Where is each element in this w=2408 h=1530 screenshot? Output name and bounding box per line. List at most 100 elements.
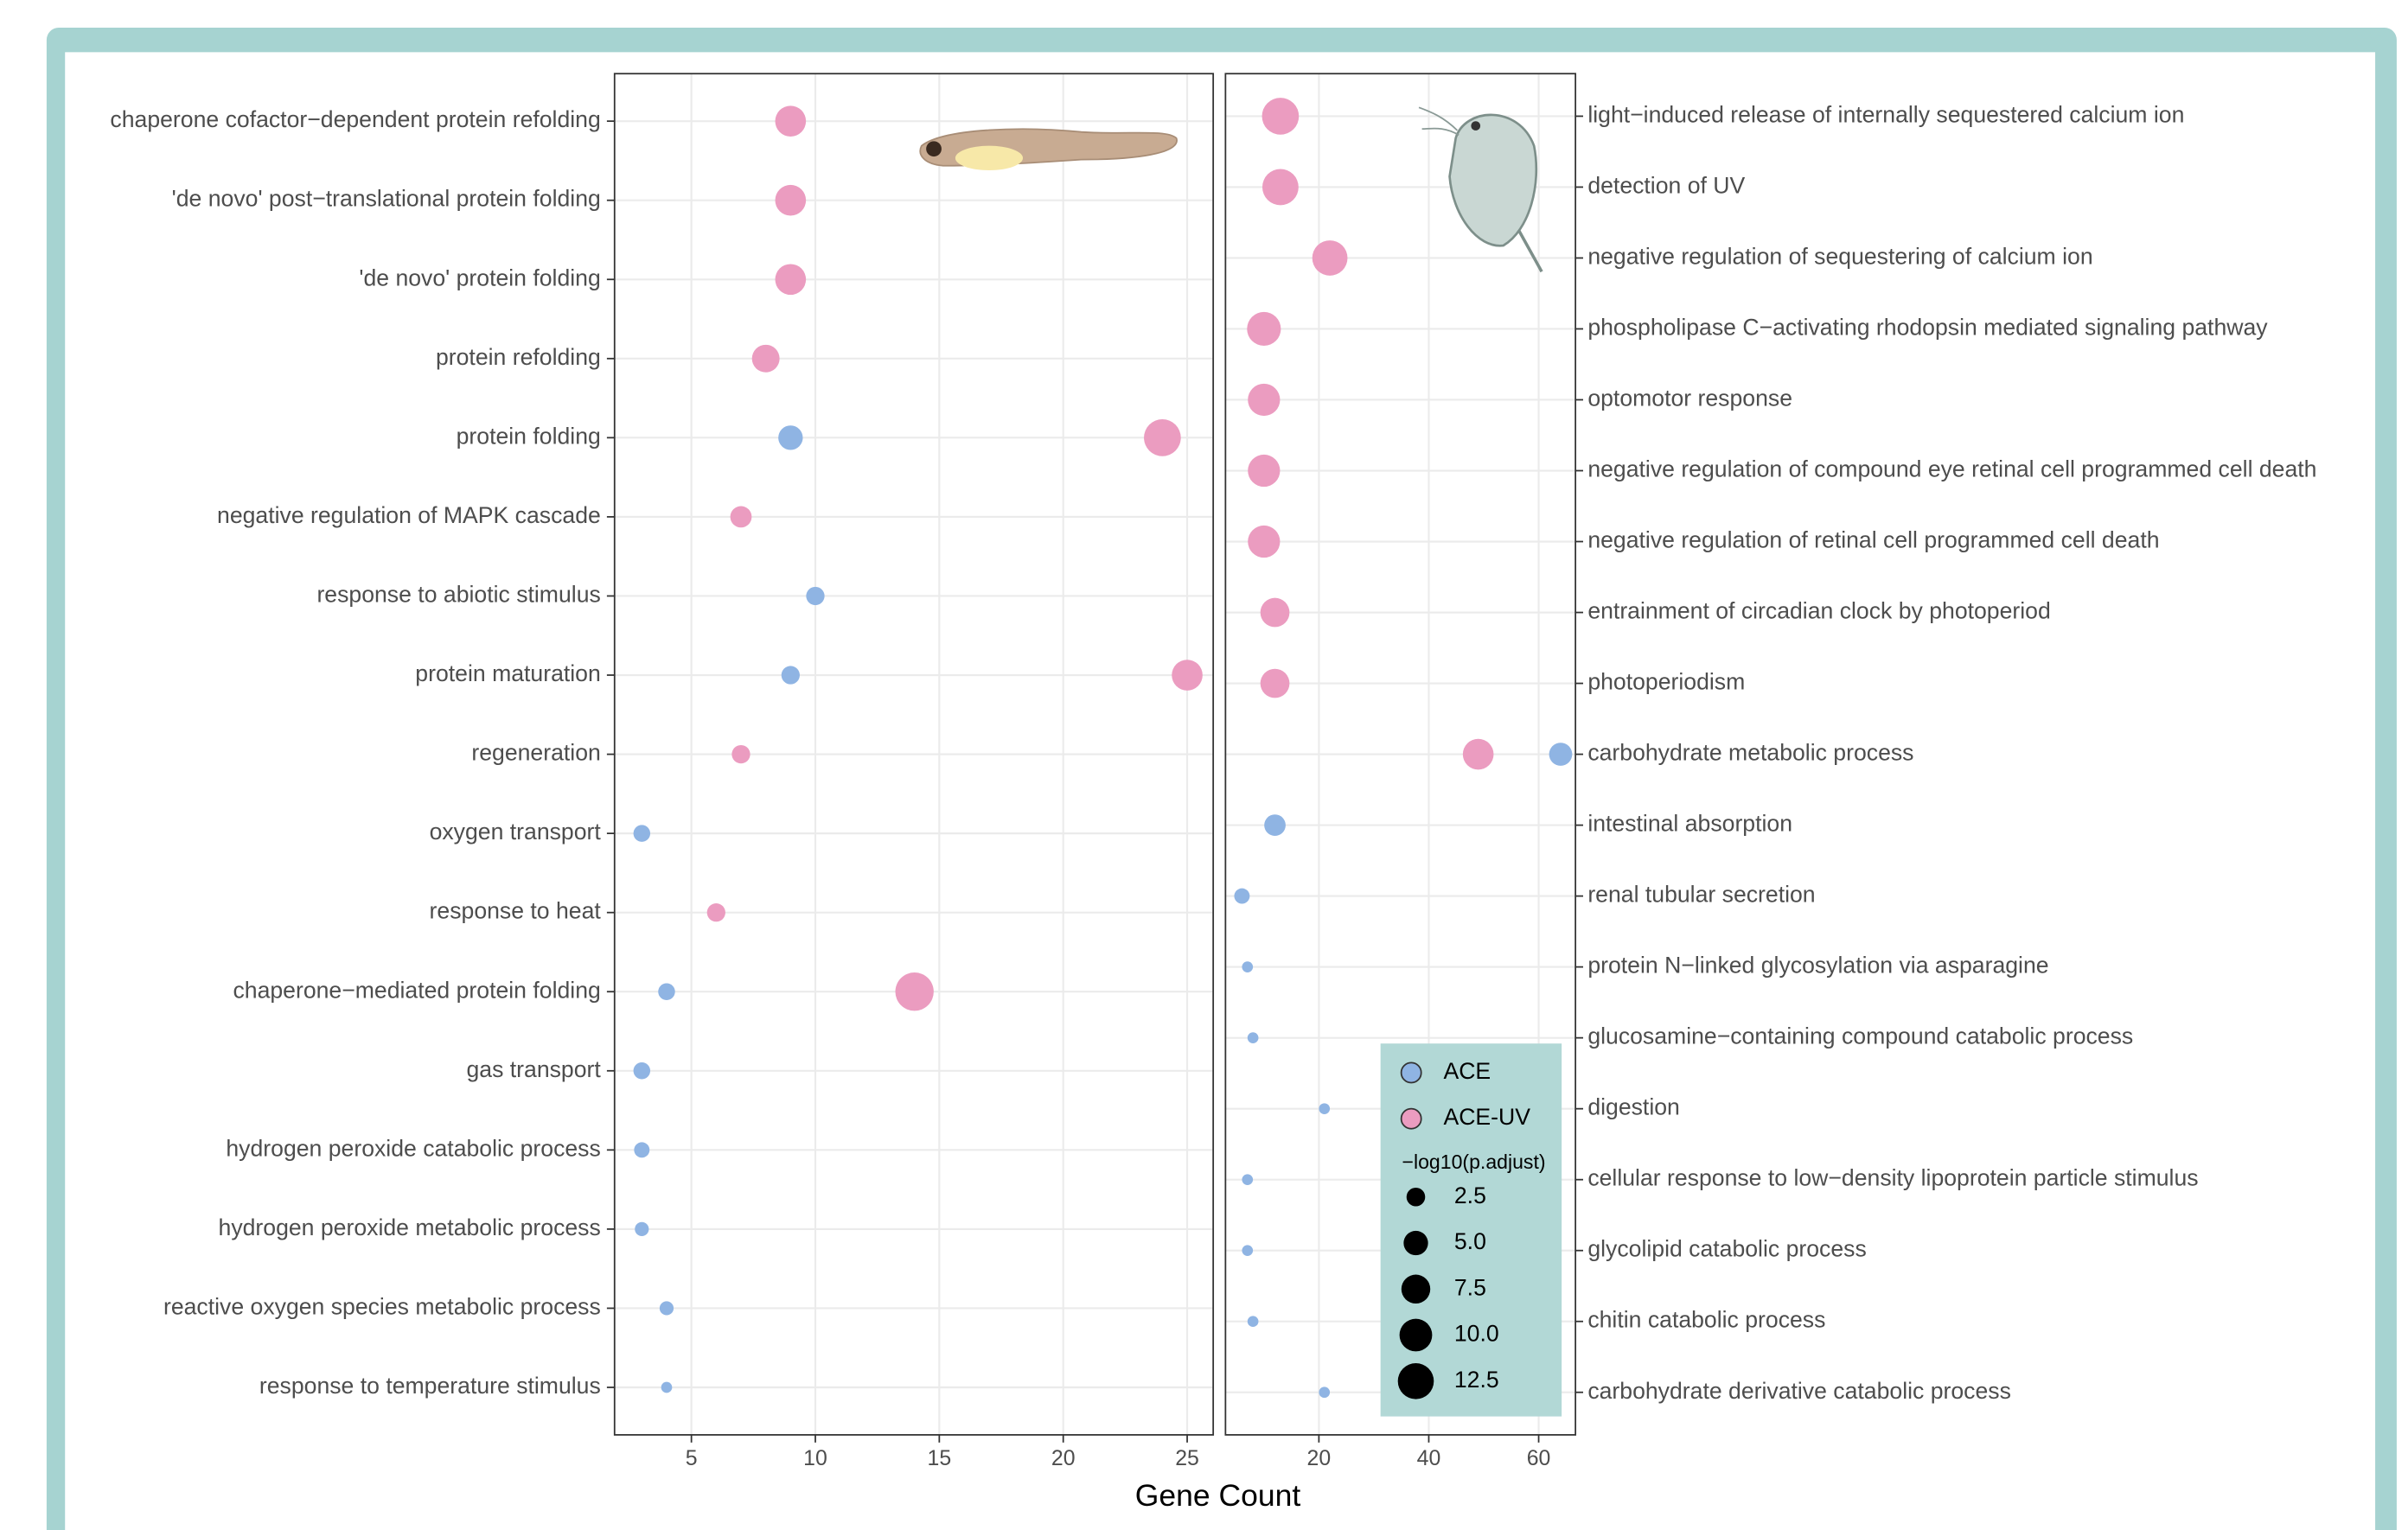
dot [1248, 526, 1280, 558]
y-tick-label: light−induced release of internally sequ… [1587, 101, 2184, 127]
size-legend-dot [1407, 1188, 1426, 1207]
dot [1264, 814, 1286, 836]
y-tick-label: optomotor response [1587, 386, 1792, 411]
y-tick-label: regeneration [471, 740, 600, 766]
y-tick-label: 'de novo' protein folding [359, 265, 600, 290]
dot [1319, 1387, 1330, 1398]
dot [1313, 240, 1348, 276]
dot [634, 825, 650, 841]
size-legend-label: 10.0 [1454, 1321, 1499, 1347]
dot [635, 1222, 648, 1236]
dot [658, 983, 674, 999]
y-tick-label: negative regulation of MAPK cascade [217, 502, 601, 528]
size-legend-dot [1400, 1319, 1433, 1352]
dot [1262, 98, 1300, 135]
y-tick-label: detection of UV [1587, 172, 1745, 198]
y-tick-label: glycolipid catabolic process [1587, 1236, 1866, 1262]
dot [660, 1301, 674, 1315]
x-tick-label: 40 [1417, 1447, 1441, 1470]
dot [1549, 743, 1573, 766]
y-tick-label: reactive oxygen species metabolic proces… [163, 1293, 601, 1319]
dot [661, 1382, 673, 1393]
x-tick-label: 60 [1527, 1447, 1551, 1470]
dot [731, 507, 752, 528]
dot [1172, 660, 1203, 691]
dot [731, 745, 750, 763]
dot [1144, 419, 1181, 456]
y-tick-label: carbohydrate metabolic process [1587, 740, 1913, 766]
y-tick-label: intestinal absorption [1587, 811, 1792, 837]
y-tick-label: hydrogen peroxide catabolic process [226, 1135, 600, 1161]
dot [1248, 455, 1280, 487]
dot [634, 1062, 650, 1079]
y-tick-label: response to temperature stimulus [259, 1373, 601, 1399]
page: {"chart_data": [ {"type": "dot", "catego… [0, 0, 2408, 1530]
y-tick-label: chitin catabolic process [1587, 1307, 1825, 1333]
y-tick-label: renal tubular secretion [1587, 882, 1815, 908]
y-tick-label: response to heat [430, 898, 602, 924]
size-legend-label: 7.5 [1454, 1274, 1486, 1300]
dot [1261, 598, 1290, 628]
y-tick-label: protein refolding [436, 344, 601, 370]
dot [1248, 1316, 1259, 1327]
x-tick-label: 25 [1175, 1447, 1199, 1470]
y-tick-label: hydrogen peroxide metabolic process [219, 1214, 601, 1240]
y-tick-label: protein folding [457, 423, 601, 449]
dot [752, 345, 780, 373]
dot [1463, 739, 1494, 770]
legend-label: ACE-UV [1443, 1104, 1530, 1130]
y-tick-label: chaperone cofactor−dependent protein ref… [110, 106, 600, 132]
dot [776, 105, 807, 137]
y-tick-label: photoperiodism [1587, 669, 1745, 695]
dot [806, 587, 824, 605]
y-tick-label: chaperone−mediated protein folding [233, 977, 600, 1003]
size-legend-dot [1402, 1275, 1430, 1304]
chart: 510152025chaperone cofactor−dependent pr… [0, 0, 2408, 1530]
dot [1261, 669, 1290, 698]
y-tick-label: gas transport [466, 1056, 601, 1082]
dot [707, 903, 725, 921]
dot [634, 1142, 649, 1157]
y-tick-label: entrainment of circadian clock by photop… [1587, 598, 2050, 624]
y-tick-label: negative regulation of retinal cell prog… [1587, 527, 2159, 553]
y-tick-label: negative regulation of compound eye reti… [1587, 456, 2316, 482]
y-tick-label: protein N−linked glycosylation via aspar… [1587, 953, 2048, 979]
y-tick-label: digestion [1587, 1094, 1680, 1120]
size-legend-label: 12.5 [1454, 1367, 1499, 1393]
y-tick-label: negative regulation of sequestering of c… [1587, 243, 2092, 269]
dot [1248, 1032, 1259, 1043]
dot [776, 185, 807, 216]
legend-swatch [1402, 1062, 1421, 1082]
y-tick-label: response to abiotic stimulus [316, 581, 600, 607]
size-legend-label: 5.0 [1454, 1228, 1486, 1254]
dot [896, 972, 934, 1010]
y-tick-label: cellular response to low−density lipopro… [1587, 1165, 2198, 1191]
y-tick-label: oxygen transport [430, 819, 602, 845]
dot [1234, 889, 1249, 904]
dot [1319, 1103, 1330, 1114]
size-legend-title: −log10(p.adjust) [1402, 1151, 1546, 1173]
legend-label: ACE [1443, 1058, 1491, 1084]
size-legend-dot [1398, 1363, 1434, 1399]
dot [1247, 312, 1281, 346]
y-tick-label: 'de novo' post−translational protein fol… [172, 186, 601, 212]
dot [1242, 1245, 1253, 1256]
dot [1262, 169, 1299, 206]
y-tick-label: protein maturation [415, 660, 600, 686]
y-tick-label: glucosamine−containing compound cataboli… [1587, 1023, 2133, 1049]
dot [1248, 384, 1280, 416]
y-tick-label: carbohydrate derivative catabolic proces… [1587, 1378, 2011, 1404]
dot [782, 666, 800, 684]
x-tick-label: 20 [1307, 1447, 1332, 1470]
dot [776, 264, 807, 295]
x-tick-label: 10 [803, 1447, 827, 1470]
size-legend-dot [1403, 1231, 1428, 1255]
y-tick-label: phospholipase C−activating rhodopsin med… [1587, 315, 2268, 341]
x-tick-label: 5 [686, 1447, 698, 1470]
legend-swatch [1402, 1109, 1421, 1129]
dot [1242, 961, 1253, 972]
x-axis-title: Gene Count [1135, 1478, 1301, 1513]
size-legend-label: 2.5 [1454, 1183, 1486, 1208]
x-tick-label: 20 [1051, 1447, 1076, 1470]
dot [1242, 1174, 1253, 1185]
